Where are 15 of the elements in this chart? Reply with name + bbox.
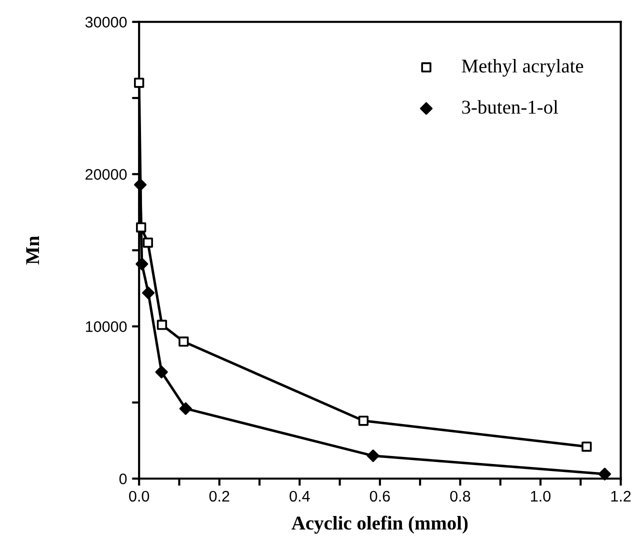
legend-label: Methyl acrylate: [462, 58, 584, 77]
x-tick-label: 1.0: [531, 490, 551, 502]
y-tick-label: 20000: [86, 168, 127, 180]
x-tick-label: 0.2: [209, 490, 230, 502]
y-tick-label: 30000: [85, 16, 127, 28]
y-axis-title: Mn: [26, 236, 39, 265]
y-tick-label: 0: [119, 473, 127, 484]
x-tick-label: 0.0: [129, 490, 150, 502]
x-tick-label: 0.8: [450, 490, 470, 502]
x-tick-label: 1.2: [611, 490, 631, 502]
x-tick-label: 0.6: [370, 490, 390, 502]
legend-label: 3-buten-1-ol: [462, 100, 558, 114]
x-tick-label: 0.4: [290, 490, 310, 502]
x-axis-title: Acyclic olefin (mmol): [292, 516, 468, 534]
y-tick-label: 10000: [86, 321, 127, 332]
